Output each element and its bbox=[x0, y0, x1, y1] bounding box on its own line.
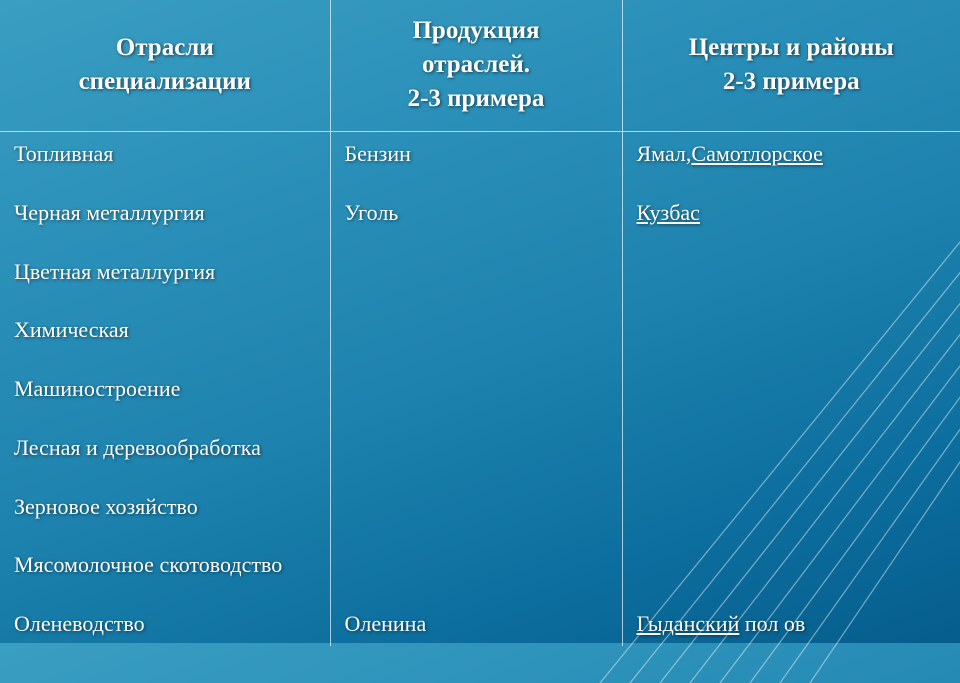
list-item bbox=[637, 318, 955, 342]
list-item: Черная металлургия bbox=[14, 201, 324, 225]
list-item: Зерновое хозяйство bbox=[14, 495, 324, 519]
list-item bbox=[345, 553, 616, 577]
industries-table: Отрасли специализации Продукция отраслей… bbox=[0, 0, 960, 646]
header-text: специализации bbox=[10, 65, 320, 99]
list-item: Лесная и деревообработка bbox=[14, 436, 324, 460]
list-item bbox=[345, 318, 616, 342]
list-item bbox=[345, 260, 616, 284]
header-text: 2-3 примера bbox=[341, 82, 612, 116]
cell-industries: Топливная Черная металлургия Цветная метал… bbox=[0, 132, 330, 647]
text-underlined: Гыданский bbox=[637, 611, 740, 636]
list-item: Оленина bbox=[345, 612, 616, 636]
list-item: Топливная bbox=[14, 142, 324, 166]
list-item bbox=[637, 260, 955, 284]
list-item bbox=[345, 495, 616, 519]
header-text: отраслей. bbox=[341, 48, 612, 82]
cell-centers: Ямал,Самотлорское Кузбас Гыданский пол ов bbox=[622, 132, 960, 647]
list-item: Бензин bbox=[345, 142, 616, 166]
list-item: Ямал,Самотлорское bbox=[637, 142, 955, 166]
table-body-row: Топливная Черная металлургия Цветная метал… bbox=[0, 132, 960, 647]
list-item: Мясомолочное скотоводство bbox=[14, 553, 324, 577]
header-text: Отрасли bbox=[116, 34, 214, 61]
table-header-row: Отрасли специализации Продукция отраслей… bbox=[0, 0, 960, 132]
header-text: Центры и районы bbox=[689, 34, 894, 61]
col-header-industries: Отрасли специализации bbox=[0, 0, 330, 132]
text-plain: Ямал, bbox=[637, 141, 692, 166]
list-item bbox=[637, 553, 955, 577]
list-item bbox=[345, 436, 616, 460]
text-underlined: Самотлорское bbox=[691, 141, 822, 166]
list-item bbox=[637, 377, 955, 401]
list-item: Уголь bbox=[345, 201, 616, 225]
list-item: Гыданский пол ов bbox=[637, 612, 955, 636]
text-underlined: Кузбас bbox=[637, 200, 700, 225]
list-item: Кузбас bbox=[637, 201, 955, 225]
col-header-centers: Центры и районы 2-3 примера bbox=[622, 0, 960, 132]
list-item: Химическая bbox=[14, 318, 324, 342]
list-item bbox=[637, 495, 955, 519]
header-text: Продукция bbox=[412, 17, 539, 44]
list-item bbox=[637, 436, 955, 460]
cell-products: Бензин Уголь Оленина bbox=[330, 132, 622, 647]
list-item: Оленеводство bbox=[14, 612, 324, 636]
text-plain: пол ов bbox=[739, 611, 805, 636]
list-item: Машиностроение bbox=[14, 377, 324, 401]
col-header-products: Продукция отраслей. 2-3 примера bbox=[330, 0, 622, 132]
header-text: 2-3 примера bbox=[633, 65, 951, 99]
list-item bbox=[345, 377, 616, 401]
list-item: Цветная металлургия bbox=[14, 260, 324, 284]
